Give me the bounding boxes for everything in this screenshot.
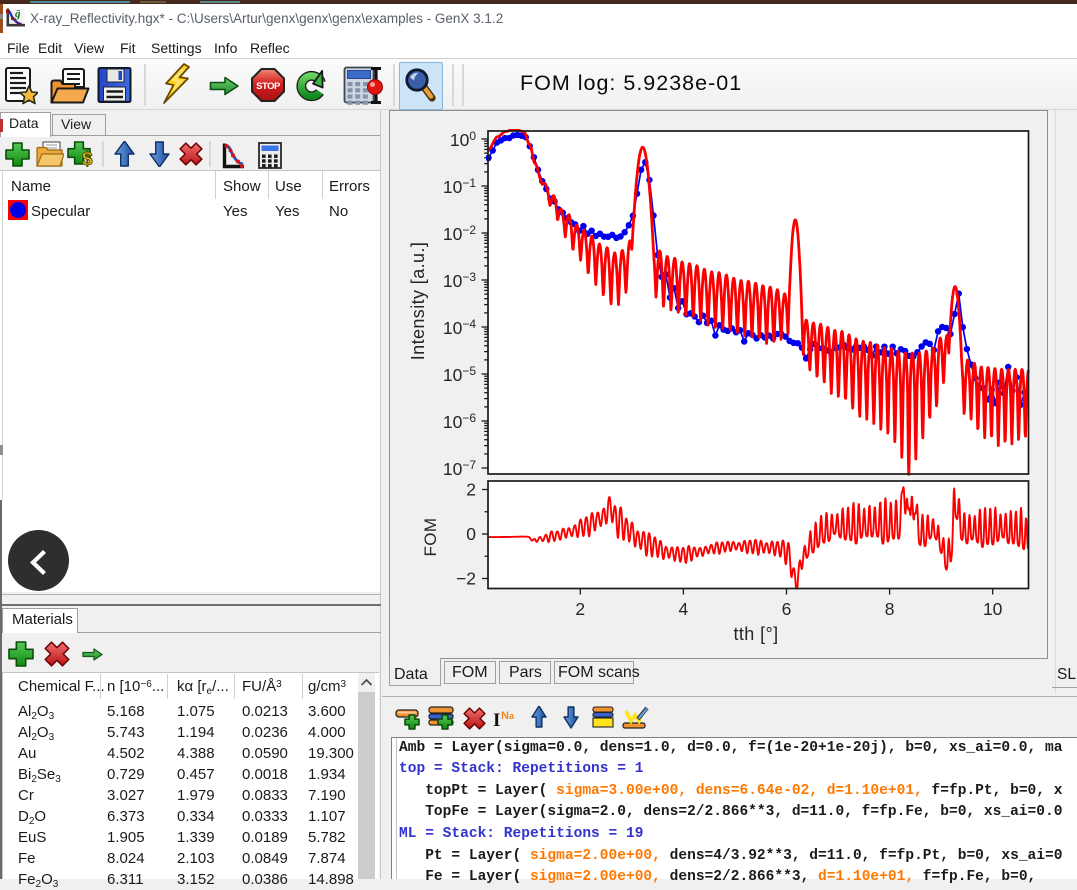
svg-text:a: a <box>509 711 515 721</box>
svg-text:10−7: 10−7 <box>443 458 476 479</box>
svg-text:10−2: 10−2 <box>443 223 476 244</box>
svg-text:tth [°]: tth [°] <box>733 624 778 644</box>
svg-text:N: N <box>501 710 509 722</box>
svg-text:10−4: 10−4 <box>443 317 476 338</box>
svg-text:Intensity [a.u.]: Intensity [a.u.] <box>408 242 428 360</box>
svg-text:2: 2 <box>466 480 476 500</box>
svg-text:10: 10 <box>983 599 1003 619</box>
svg-text:FOM: FOM <box>421 518 440 557</box>
svg-text:2: 2 <box>575 599 585 619</box>
svg-text:−2: −2 <box>456 569 476 589</box>
svg-text:$: $ <box>82 149 93 168</box>
svg-text:100: 100 <box>450 129 476 150</box>
svg-text:ḡ: ḡ <box>14 8 21 20</box>
svg-text:10−5: 10−5 <box>443 364 476 385</box>
svg-text:10−1: 10−1 <box>443 176 476 197</box>
svg-text:I: I <box>493 710 500 731</box>
svg-text:STOP: STOP <box>256 81 281 92</box>
svg-text:10−3: 10−3 <box>443 270 476 291</box>
svg-text:6: 6 <box>782 599 792 619</box>
svg-text:0: 0 <box>466 524 476 544</box>
svg-text:4: 4 <box>679 599 689 619</box>
svg-text:10−6: 10−6 <box>443 411 476 432</box>
svg-text:8: 8 <box>885 599 895 619</box>
